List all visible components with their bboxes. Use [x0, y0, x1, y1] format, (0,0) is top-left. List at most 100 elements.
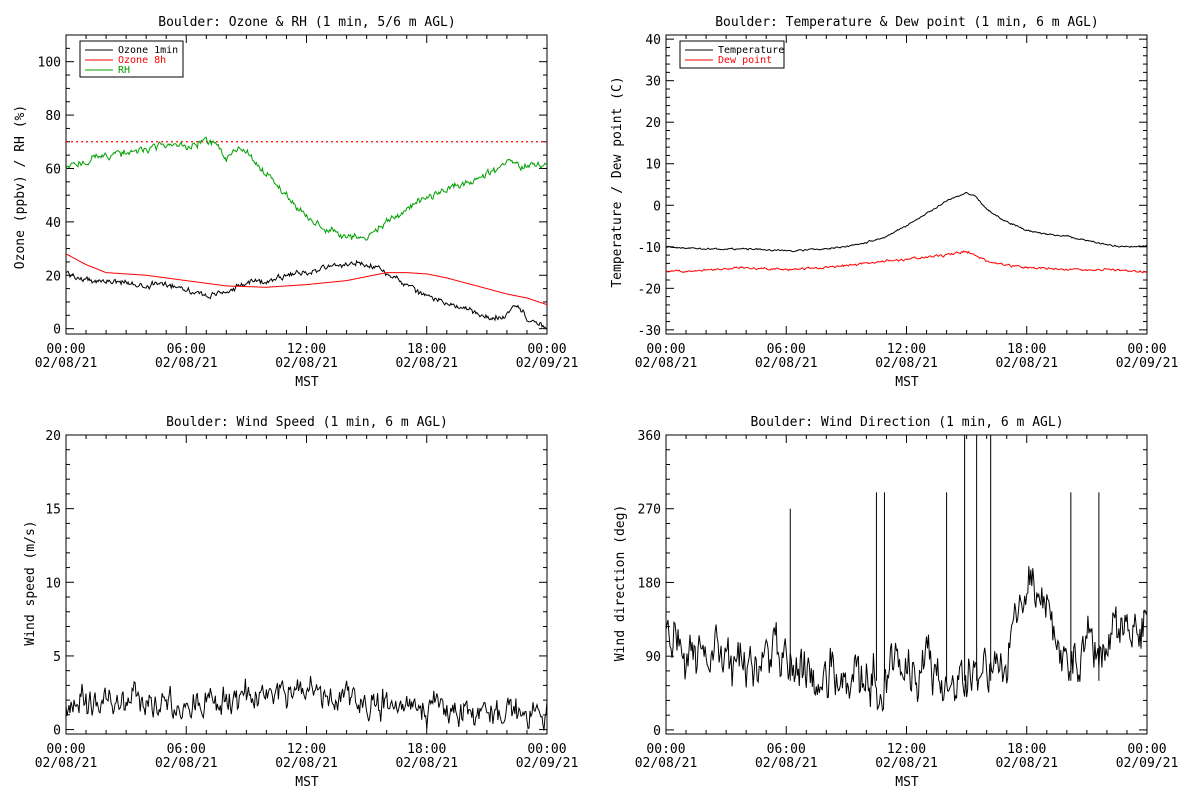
y-tick-label: 15	[45, 503, 61, 518]
x-tick-label-time: 06:00	[167, 342, 206, 357]
series-line-wind_dir	[665, 566, 1148, 712]
temp-dew-title: Boulder: Temperature & Dew point (1 min,…	[715, 15, 1099, 30]
y-tick-label: 100	[38, 56, 61, 71]
plot-area-ozone_rh: 02040608010000:0002/08/2106:0002/08/2112…	[35, 34, 579, 371]
plot-frame	[665, 434, 1148, 735]
legend-label-temperature: Temperature	[718, 45, 784, 56]
x-tick-label-time: 00:00	[46, 742, 85, 757]
wind-speed-ylabel: Wind speed (m/s)	[23, 520, 38, 645]
x-tick-label-date: 02/09/21	[1116, 356, 1179, 371]
x-tick-label-time: 12:00	[287, 742, 326, 757]
x-tick-label-date: 02/08/21	[395, 756, 458, 771]
y-tick-label: 20	[45, 429, 61, 444]
x-tick-label-time: 06:00	[767, 742, 806, 757]
x-tick-label-time: 18:00	[407, 742, 446, 757]
wind-dir-title: Boulder: Wind Direction (1 min, 6 m AGL)	[750, 415, 1063, 430]
x-tick-label-time: 00:00	[1127, 742, 1166, 757]
x-tick-label-time: 06:00	[167, 742, 206, 757]
x-tick-label-time: 12:00	[287, 342, 326, 357]
x-tick-label-date: 02/08/21	[35, 756, 98, 771]
legend-label-ozone-1min: Ozone 1min	[118, 45, 178, 56]
temp-dew-legend: Temperature Dew point	[679, 40, 785, 69]
x-tick-label-time: 00:00	[527, 742, 566, 757]
x-tick-label-date: 02/08/21	[275, 756, 338, 771]
panel-temp-dew: Boulder: Temperature & Dew point (1 min,…	[610, 15, 1099, 390]
y-tick-label: 20	[45, 269, 61, 284]
x-tick-label-date: 02/08/21	[395, 356, 458, 371]
x-tick-label-time: 18:00	[407, 342, 446, 357]
legend-label-dew-point: Dew point	[718, 55, 772, 66]
temp-dew-ylabel: Temperature / Dew point (C)	[610, 76, 625, 287]
y-tick-label: 5	[53, 650, 61, 665]
y-tick-label: 10	[45, 576, 61, 591]
wind-speed-title: Boulder: Wind Speed (1 min, 6 m AGL)	[166, 415, 448, 430]
y-tick-label: 270	[638, 503, 661, 518]
y-tick-label: 30	[645, 75, 661, 90]
x-tick-label-time: 12:00	[887, 342, 926, 357]
y-tick-label: 0	[53, 724, 61, 739]
x-tick-label-time: 00:00	[1127, 342, 1166, 357]
series-line-ozone-1min	[65, 259, 548, 330]
x-tick-label-date: 02/08/21	[635, 356, 698, 371]
y-tick-label: 80	[45, 109, 61, 124]
series-line-temperature	[665, 192, 1148, 253]
y-tick-label: 60	[45, 162, 61, 177]
x-tick-label-date: 02/08/21	[155, 356, 218, 371]
temp-dew-xlabel: MST	[895, 375, 919, 390]
plot-area-temp_dew: -30-20-1001020304000:0002/08/2106:0002/0…	[635, 33, 1179, 371]
y-tick-label: 180	[638, 576, 661, 591]
x-tick-label-time: 18:00	[1007, 742, 1046, 757]
x-tick-label-date: 02/08/21	[35, 356, 98, 371]
x-tick-label-date: 02/09/21	[516, 756, 579, 771]
legend-label-rh: RH	[118, 65, 130, 76]
x-tick-label-date: 02/08/21	[155, 756, 218, 771]
x-tick-label-date: 02/08/21	[875, 756, 938, 771]
y-tick-label: 40	[45, 216, 61, 231]
plot-frame	[665, 34, 1148, 335]
x-tick-label-time: 06:00	[767, 342, 806, 357]
y-tick-label: 360	[638, 429, 661, 444]
series-line-rh	[65, 136, 548, 241]
x-tick-label-date: 02/09/21	[1116, 756, 1179, 771]
y-tick-label: -30	[638, 324, 661, 339]
y-tick-label: 10	[645, 158, 661, 173]
y-tick-label: 40	[645, 33, 661, 48]
y-tick-label: 20	[645, 116, 661, 131]
y-tick-label: 90	[645, 650, 661, 665]
plot-frame	[65, 34, 548, 335]
ozone-rh-ylabel: Ozone (ppbv) / RH (%)	[13, 105, 28, 269]
ozone-rh-legend-box	[79, 40, 184, 78]
x-tick-label-date: 02/08/21	[755, 756, 818, 771]
y-tick-label: 0	[653, 724, 661, 739]
x-tick-label-date: 02/08/21	[755, 356, 818, 371]
series-line-ozone-8h	[65, 253, 548, 306]
x-tick-label-time: 00:00	[646, 742, 685, 757]
temp-dew-legend-box	[679, 40, 785, 69]
wind-speed-xlabel: MST	[295, 775, 319, 790]
wind-dir-xlabel: MST	[895, 775, 919, 790]
x-tick-label-date: 02/08/21	[995, 756, 1058, 771]
y-tick-label: 0	[53, 323, 61, 338]
x-tick-label-date: 02/09/21	[516, 356, 579, 371]
x-tick-label-date: 02/08/21	[875, 356, 938, 371]
series-line-wind_speed	[65, 675, 548, 731]
plot-area-wind_speed: 0510152000:0002/08/2106:0002/08/2112:000…	[35, 429, 579, 771]
panel-ozone-rh: Boulder: Ozone & RH (1 min, 5/6 m AGL) O…	[13, 15, 456, 390]
ozone-rh-legend: Ozone 1min Ozone 8h RH	[79, 40, 184, 78]
plot-area-wind_dir: 09018027036000:0002/08/2106:0002/08/2112…	[635, 429, 1179, 771]
ozone-rh-title: Boulder: Ozone & RH (1 min, 5/6 m AGL)	[158, 15, 455, 30]
x-tick-label-time: 18:00	[1007, 342, 1046, 357]
x-tick-label-time: 00:00	[527, 342, 566, 357]
plot-frame	[65, 434, 548, 735]
panel-wind-speed: Boulder: Wind Speed (1 min, 6 m AGL) Win…	[23, 415, 448, 790]
x-tick-label-date: 02/08/21	[635, 756, 698, 771]
ozone-rh-xlabel: MST	[295, 375, 319, 390]
legend-label-ozone-8h: Ozone 8h	[118, 55, 166, 66]
x-tick-label-time: 00:00	[646, 342, 685, 357]
y-tick-label: -20	[638, 282, 661, 297]
series-line-dew-point	[665, 250, 1148, 274]
wind-dir-ylabel: Wind direction (deg)	[613, 505, 628, 662]
y-tick-label: 0	[653, 199, 661, 214]
x-tick-label-date: 02/08/21	[275, 356, 338, 371]
